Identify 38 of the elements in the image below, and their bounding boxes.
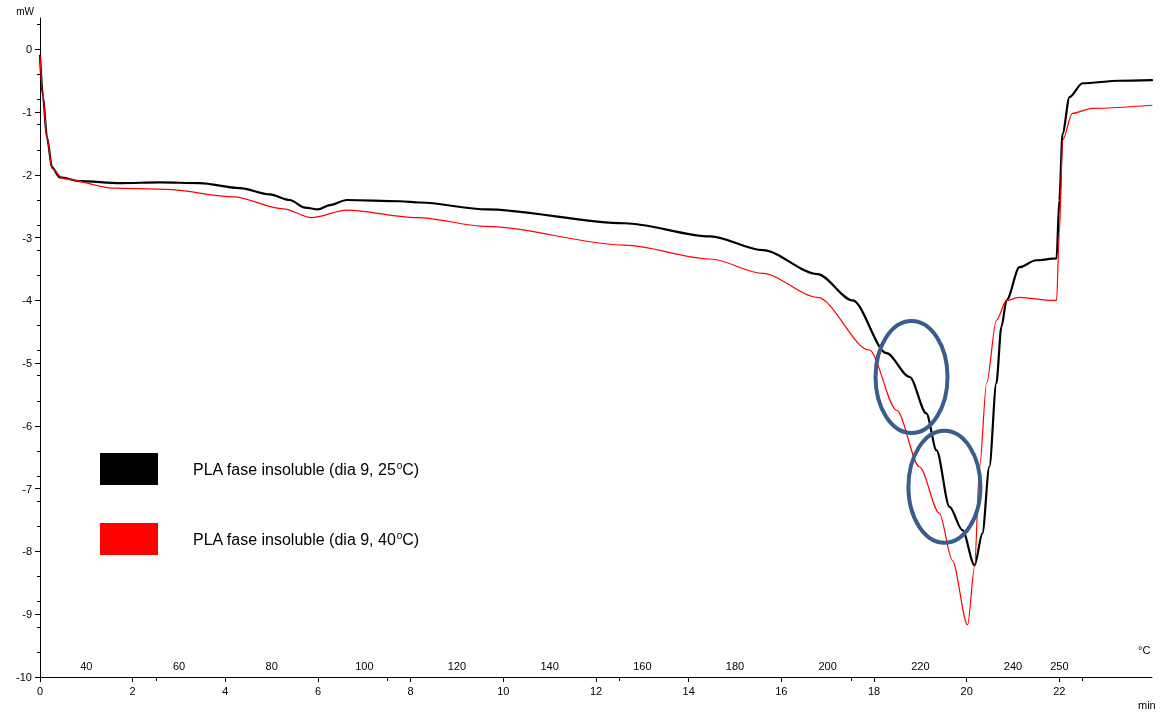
y-tick-label: -8 [22, 545, 32, 558]
y-tick-label: -10 [16, 671, 32, 683]
y-tick-label: -5 [22, 357, 32, 370]
x2-tick-label: 180 [725, 659, 745, 672]
y-tick-label: -9 [22, 608, 32, 621]
y-tick-label: -4 [22, 294, 32, 307]
y-tick-label: -2 [22, 168, 32, 181]
x-tick-label: 14 [682, 684, 695, 697]
x2-tick-label: 140 [540, 659, 559, 672]
y-tick-label: 0 [25, 43, 32, 56]
x2-tick-label: 160 [633, 659, 652, 672]
x-tick-label: 18 [867, 684, 881, 697]
x-tick-label: 16 [775, 684, 788, 697]
y-axis-title: mW [16, 5, 35, 17]
x-tick-label: 10 [497, 684, 510, 697]
x2-tick-label: 80 [265, 659, 278, 672]
x-axis-title: min [1138, 698, 1156, 711]
x-tick-label: 12 [589, 684, 603, 697]
x2-tick-label: 220 [911, 659, 930, 672]
y-tick-label: -6 [22, 419, 32, 432]
x2-tick-label: 100 [355, 659, 374, 672]
x-tick-label: 8 [407, 684, 414, 697]
x2-tick-label: 40 [80, 659, 93, 672]
x2-tick-label: 250 [1050, 659, 1069, 672]
x-tick-label: 2 [129, 684, 136, 697]
x2-axis-title: °C [1138, 643, 1151, 656]
x2-tick-label: 240 [1003, 659, 1023, 672]
x-tick-label: 20 [960, 684, 973, 697]
y-tick-label: -1 [22, 106, 32, 119]
x-tick-label: 6 [314, 684, 322, 697]
y-tick-label: -3 [22, 231, 32, 244]
x-tick-label: 0 [36, 684, 44, 697]
x2-tick-label: 60 [172, 659, 186, 672]
x2-tick-label: 200 [818, 659, 837, 672]
x-tick-label: 22 [1053, 684, 1066, 697]
x2-tick-label: 120 [447, 659, 467, 672]
y-tick-label: -7 [22, 482, 32, 495]
x-tick-label: 4 [222, 684, 229, 697]
